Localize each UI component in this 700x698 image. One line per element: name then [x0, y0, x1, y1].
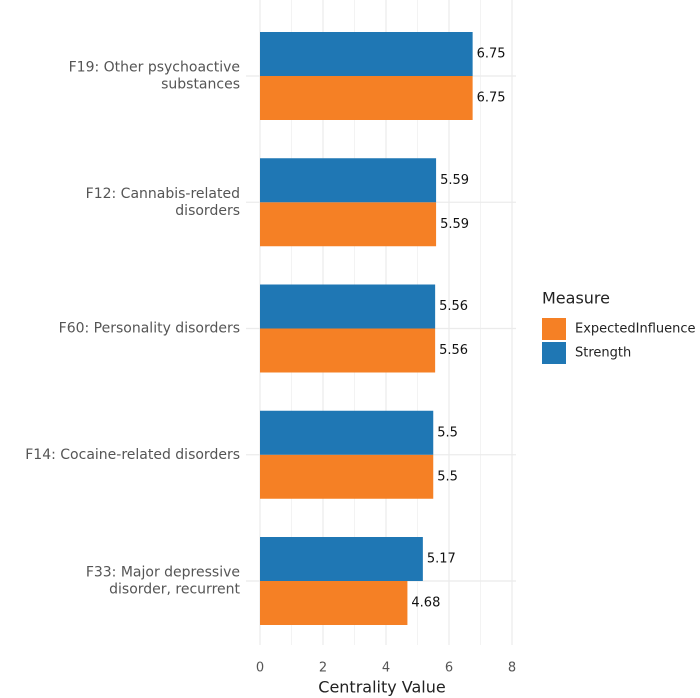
value-label: 5.56: [439, 343, 468, 358]
y-tick-label-line: F14: Cocaine-related disorders: [25, 447, 240, 463]
value-label: 5.5: [437, 425, 458, 440]
marks: [260, 32, 473, 625]
value-label: 5.17: [427, 552, 456, 567]
y-tick-label: F12: Cannabis-related disorders: [86, 186, 240, 219]
bar: [260, 284, 436, 329]
value-label: 6.75: [477, 91, 506, 106]
y-tick-label-line: F12: Cannabis-related: [86, 186, 240, 202]
legend-label: ExpectedInfluence: [575, 322, 696, 337]
x-tick-label: 4: [382, 661, 390, 676]
x-tick-label: 2: [319, 661, 327, 676]
bar: [260, 410, 434, 455]
y-tick-label-line: F33: Major depressive: [86, 565, 240, 581]
value-label: 4.68: [411, 596, 440, 611]
bar: [260, 581, 408, 625]
x-tick-label: 6: [445, 661, 453, 676]
y-tick-label-line: F19: Other psychoactive: [69, 60, 240, 76]
x-tick-label: 0: [256, 661, 264, 676]
value-label: 5.59: [440, 173, 469, 188]
y-tick-label: F33: Major depressive disorder, recurrent: [86, 565, 241, 598]
y-tick-label-line: disorders: [175, 203, 240, 219]
value-label: 5.59: [440, 217, 469, 232]
legend-title: Measure: [542, 289, 610, 308]
legend-key: [542, 318, 566, 340]
bar: [260, 328, 436, 373]
value-label: 5.5: [437, 469, 458, 484]
bar: [260, 76, 473, 120]
bar: [260, 32, 473, 76]
y-tick-label: F60: Personality disorders: [59, 321, 240, 337]
bar: [260, 158, 437, 203]
bar: [260, 454, 434, 499]
x-tick-label: 8: [508, 661, 516, 676]
x-axis-title: Centrality Value: [318, 678, 445, 697]
legend-key: [542, 342, 566, 364]
value-label: 6.75: [477, 47, 506, 62]
y-tick-label: F14: Cocaine-related disorders: [25, 447, 240, 463]
value-label: 5.56: [439, 299, 468, 314]
legend-label: Strength: [575, 346, 631, 361]
y-tick-label-line: substances: [161, 77, 240, 93]
bar: [260, 537, 423, 581]
y-tick-label-line: F60: Personality disorders: [59, 321, 240, 337]
y-tick-label-line: disorder, recurrent: [109, 582, 240, 598]
bar: [260, 202, 437, 247]
y-tick-label: F19: Other psychoactive substances: [69, 60, 240, 93]
